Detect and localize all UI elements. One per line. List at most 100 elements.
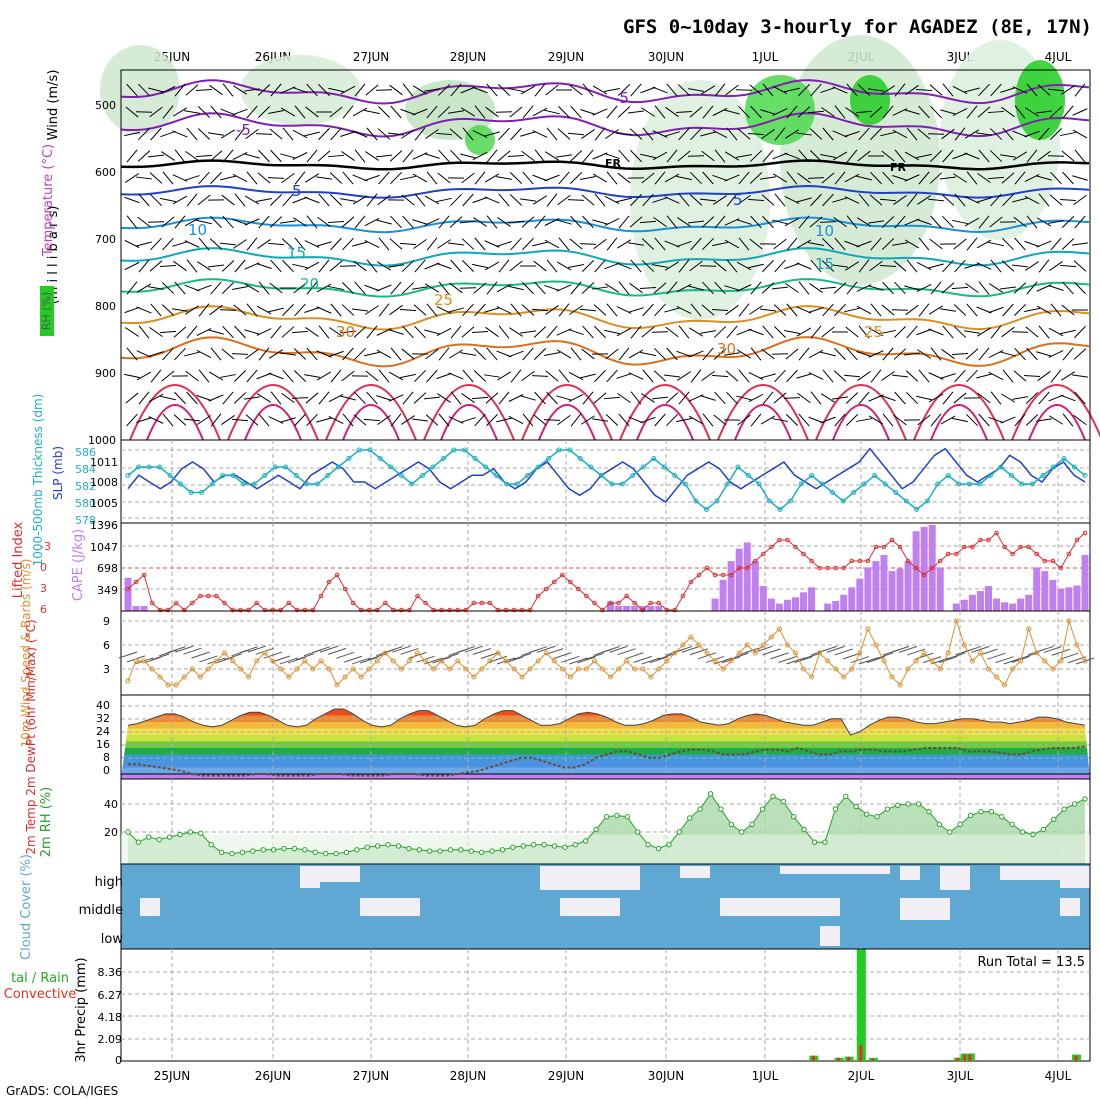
wind-speed-point: [334, 682, 340, 688]
wind-speed-point: [374, 658, 380, 664]
isotherm-label: 25: [434, 291, 453, 309]
wind-barb: [953, 173, 967, 183]
wind-speed-point: [921, 650, 927, 656]
wind-speed-point: [125, 678, 131, 684]
wind-barb: [796, 132, 812, 136]
wind-barb: [641, 260, 655, 272]
wind-barb: [796, 197, 812, 203]
wind-barb: [1002, 237, 1014, 251]
wind-barb: [822, 303, 834, 317]
wind-barb: [750, 281, 762, 295]
rh-point: [437, 848, 443, 854]
wind-barb: [174, 281, 186, 295]
wind-barb: [820, 86, 836, 94]
wind-barb: [857, 150, 871, 162]
wind-barb: [1074, 83, 1086, 97]
precip-conv-bar: [871, 1058, 875, 1061]
lifted-index-point: [929, 565, 935, 571]
wind-barb: [269, 282, 283, 294]
wind-barb: [664, 196, 680, 204]
wind-barb: [580, 415, 596, 425]
wind-barb: [1038, 259, 1050, 273]
wind-barb: [437, 239, 451, 249]
lifted-index-point: [640, 607, 645, 613]
wind-barb: [388, 264, 404, 268]
wind-barb: [675, 110, 693, 114]
wind-barb: [653, 282, 667, 294]
wind-barb: [868, 88, 884, 92]
thickness-point: [651, 456, 657, 461]
thickness-point: [483, 464, 489, 470]
lifted-index-point: [149, 600, 155, 606]
wind-barb: [496, 371, 512, 381]
wind-barb: [630, 325, 642, 339]
wind-barb: [760, 415, 776, 425]
wind-barb: [1048, 415, 1064, 425]
wind-barb: [618, 281, 630, 295]
wind-barb: [725, 370, 739, 382]
lifted-index-point: [801, 551, 806, 557]
wind-barb: [818, 645, 837, 653]
wind-barb: [928, 263, 944, 269]
wind-barb: [784, 152, 800, 160]
wind-barb: [412, 108, 428, 116]
wind-barb: [930, 215, 942, 229]
wind-barb: [557, 128, 571, 140]
temp-line: [127, 708, 1086, 736]
wind-barb: [424, 88, 440, 92]
wind-speed-point: [270, 658, 276, 664]
cloud-block: [1060, 866, 1090, 888]
wind-speed-point: [165, 682, 171, 688]
wind-barb: [532, 241, 548, 247]
thickness-point: [367, 447, 373, 453]
wind-barb: [569, 150, 583, 162]
wind-barb: [401, 194, 415, 206]
wind-barb: [496, 176, 512, 180]
wind-barb: [220, 374, 236, 378]
wind-barb: [639, 220, 657, 224]
lifted-index-point: [173, 600, 179, 606]
wind-barb: [893, 348, 907, 360]
wind-barb: [173, 326, 187, 338]
wind-barb: [327, 221, 345, 223]
rh-point: [895, 802, 901, 808]
lifted-index-point: [978, 537, 983, 543]
thickness-point: [767, 498, 773, 504]
wind-barb: [460, 352, 476, 356]
rh-point: [707, 791, 714, 797]
wind-barb: [640, 86, 656, 94]
wind-barb: [556, 261, 572, 271]
wind-barb: [318, 127, 330, 141]
thickness-point: [640, 464, 646, 470]
wind-barb: [161, 282, 175, 294]
wind-speed-point: [913, 658, 919, 664]
cape-bar: [984, 586, 992, 611]
rh-point: [915, 801, 922, 807]
wind-barb: [978, 83, 990, 97]
wind-barb: [567, 132, 585, 136]
lifted-index-point: [857, 558, 863, 564]
wind-barb: [642, 369, 654, 383]
wind-barb: [881, 371, 895, 381]
wind-barb: [845, 107, 859, 117]
rh-point: [260, 847, 266, 853]
wind-barb: [460, 417, 476, 423]
wind-barb: [894, 149, 906, 163]
wind-barb: [882, 413, 894, 427]
wind-barb: [1072, 129, 1088, 139]
wind-barb: [437, 84, 451, 96]
tick-label: 9: [103, 615, 110, 628]
wind-speed-point: [664, 658, 670, 664]
wind-barb: [270, 391, 282, 405]
wind-barb: [282, 303, 294, 317]
wind-barb: [354, 83, 366, 97]
wind-barb: [947, 652, 966, 660]
isotherm-label: 10: [815, 222, 834, 240]
rh-point: [395, 843, 402, 849]
wind-barb: [136, 306, 152, 314]
wind-barb: [558, 303, 570, 317]
wind-barb: [401, 348, 415, 360]
cloud-block: [320, 866, 360, 882]
lifted-index-point: [672, 607, 678, 613]
rh-point: [624, 814, 631, 820]
